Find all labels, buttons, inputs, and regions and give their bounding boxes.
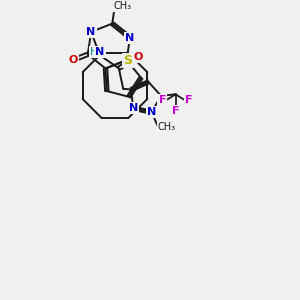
Text: H: H xyxy=(90,47,98,57)
Text: O: O xyxy=(68,55,77,65)
Text: S: S xyxy=(124,54,133,67)
Text: F: F xyxy=(172,106,179,116)
Text: N: N xyxy=(95,47,104,57)
Text: N: N xyxy=(128,103,138,113)
Text: F: F xyxy=(185,95,193,106)
Text: N: N xyxy=(125,33,135,43)
Text: F: F xyxy=(158,95,166,106)
Text: N: N xyxy=(86,27,96,37)
Text: N: N xyxy=(147,107,156,117)
Text: O: O xyxy=(134,52,143,62)
Text: CH₃: CH₃ xyxy=(113,1,131,11)
Text: CH₃: CH₃ xyxy=(158,122,176,132)
